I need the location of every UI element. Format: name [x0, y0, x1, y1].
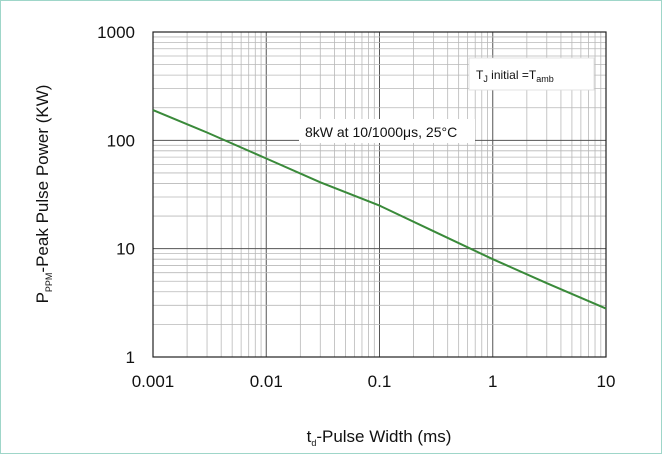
x-tick-label: 0.1: [368, 372, 392, 391]
grid: [152, 32, 606, 358]
x-tick-label: 0.001: [132, 372, 175, 391]
condition-label: TJ initial =Tamb: [476, 68, 554, 84]
y-tick-label: 10: [116, 240, 135, 259]
y-tick-labels: 1 10 100 1000: [97, 23, 135, 367]
series-line: [152, 109, 607, 310]
y-label-rest: -Peak Pulse Power (KW): [33, 85, 52, 273]
x-label-sub: d: [311, 438, 316, 448]
condition-amb-sub: amb: [536, 74, 554, 84]
annotation-bg: [299, 119, 475, 143]
x-tick-labels: 0.001 0.01 0.1 1 10: [132, 372, 616, 391]
condition-t: T: [476, 68, 484, 82]
x-axis-label: td-Pulse Width (ms): [307, 427, 452, 448]
y-axis-label: PPPM-Peak Pulse Power (KW): [33, 85, 54, 304]
x-tick-label: 0.01: [250, 372, 283, 391]
y-tick-label: 1000: [97, 23, 135, 42]
x-label-main: t: [307, 427, 312, 446]
x-tick-label: 1: [488, 372, 497, 391]
condition-box: [468, 57, 595, 91]
y-tick-label: 1: [126, 348, 135, 367]
x-label-rest: -Pulse Width (ms): [316, 427, 451, 446]
condition-mid: initial =T: [488, 68, 537, 82]
condition-t-sub: J: [483, 74, 488, 84]
y-label-main: P: [33, 292, 52, 303]
y-label-sub: PPM: [44, 273, 54, 293]
plot-border: [152, 31, 607, 358]
annotation-text: 8kW at 10/1000μs, 25°C: [305, 124, 457, 140]
x-tick-label: 10: [597, 372, 616, 391]
y-tick-label: 100: [107, 131, 135, 150]
